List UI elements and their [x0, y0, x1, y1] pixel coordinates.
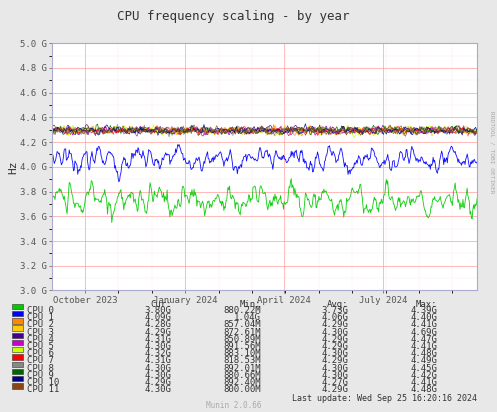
- Text: 4.29G: 4.29G: [321, 385, 348, 394]
- Text: 4.30G: 4.30G: [145, 385, 171, 394]
- Text: 4.29G: 4.29G: [321, 335, 348, 344]
- Text: 4.06G: 4.06G: [321, 313, 348, 322]
- Text: 4.49G: 4.49G: [411, 356, 437, 365]
- Text: CPU 9: CPU 9: [27, 371, 54, 380]
- Text: 4.41G: 4.41G: [411, 321, 437, 329]
- Text: 4.48G: 4.48G: [411, 349, 437, 358]
- Text: 857.04M: 857.04M: [223, 321, 261, 329]
- Text: 880.66M: 880.66M: [223, 371, 261, 380]
- Text: 800.00M: 800.00M: [223, 385, 261, 394]
- Text: CPU 5: CPU 5: [27, 342, 54, 351]
- Text: Max:: Max:: [416, 300, 437, 309]
- Text: 4.29G: 4.29G: [321, 321, 348, 329]
- Text: 4.30G: 4.30G: [321, 364, 348, 372]
- Text: 4.32G: 4.32G: [145, 349, 171, 358]
- Text: 4.41G: 4.41G: [411, 378, 437, 387]
- Text: 4.41G: 4.41G: [411, 342, 437, 351]
- Text: 3.73G: 3.73G: [321, 306, 348, 315]
- Text: 4.28G: 4.28G: [145, 321, 171, 329]
- Text: 4.30G: 4.30G: [321, 349, 348, 358]
- Text: 850.89M: 850.89M: [223, 335, 261, 344]
- Text: 4.30G: 4.30G: [321, 371, 348, 380]
- Text: 4.09G: 4.09G: [145, 313, 171, 322]
- Text: CPU 2: CPU 2: [27, 321, 54, 329]
- Text: 892.40M: 892.40M: [223, 378, 261, 387]
- Text: Min:: Min:: [240, 300, 261, 309]
- Text: 4.42G: 4.42G: [411, 371, 437, 380]
- Text: 891.56M: 891.56M: [223, 342, 261, 351]
- Text: Cur:: Cur:: [150, 300, 171, 309]
- Text: 883.10M: 883.10M: [223, 349, 261, 358]
- Text: Munin 2.0.66: Munin 2.0.66: [206, 401, 261, 410]
- Text: 4.48G: 4.48G: [411, 385, 437, 394]
- Text: CPU 6: CPU 6: [27, 349, 54, 358]
- Text: CPU 4: CPU 4: [27, 335, 54, 344]
- Text: 4.40G: 4.40G: [411, 313, 437, 322]
- Text: CPU 3: CPU 3: [27, 328, 54, 337]
- Text: 872.61M: 872.61M: [223, 328, 261, 337]
- Text: 4.29G: 4.29G: [321, 356, 348, 365]
- Text: RRDTOOL / TOBI OETIKER: RRDTOOL / TOBI OETIKER: [490, 111, 495, 194]
- Text: 4.31G: 4.31G: [145, 335, 171, 344]
- Text: 4.39G: 4.39G: [411, 306, 437, 315]
- Text: 3.80G: 3.80G: [145, 306, 171, 315]
- Text: 1.04G: 1.04G: [234, 313, 261, 322]
- Text: 4.27G: 4.27G: [321, 378, 348, 387]
- Text: 4.30G: 4.30G: [145, 342, 171, 351]
- Text: 4.29G: 4.29G: [145, 378, 171, 387]
- Text: 4.30G: 4.30G: [145, 371, 171, 380]
- Text: CPU 1: CPU 1: [27, 313, 54, 322]
- Text: CPU 8: CPU 8: [27, 364, 54, 372]
- Text: 4.45G: 4.45G: [411, 364, 437, 372]
- Text: 4.47G: 4.47G: [411, 335, 437, 344]
- Text: 892.01M: 892.01M: [223, 364, 261, 372]
- Text: 4.29G: 4.29G: [321, 342, 348, 351]
- Text: CPU 11: CPU 11: [27, 385, 60, 394]
- Text: Avg:: Avg:: [327, 300, 348, 309]
- Y-axis label: Hz: Hz: [8, 160, 18, 173]
- Text: CPU frequency scaling - by year: CPU frequency scaling - by year: [117, 10, 350, 23]
- Text: 818.53M: 818.53M: [223, 356, 261, 365]
- Text: 880.22M: 880.22M: [223, 306, 261, 315]
- Text: Last update: Wed Sep 25 16:20:16 2024: Last update: Wed Sep 25 16:20:16 2024: [292, 394, 477, 403]
- Text: CPU 7: CPU 7: [27, 356, 54, 365]
- Text: CPU 10: CPU 10: [27, 378, 60, 387]
- Text: 4.30G: 4.30G: [321, 328, 348, 337]
- Text: 4.31G: 4.31G: [145, 356, 171, 365]
- Text: 4.69G: 4.69G: [411, 328, 437, 337]
- Text: 4.30G: 4.30G: [145, 364, 171, 372]
- Text: 4.29G: 4.29G: [145, 328, 171, 337]
- Text: CPU 0: CPU 0: [27, 306, 54, 315]
